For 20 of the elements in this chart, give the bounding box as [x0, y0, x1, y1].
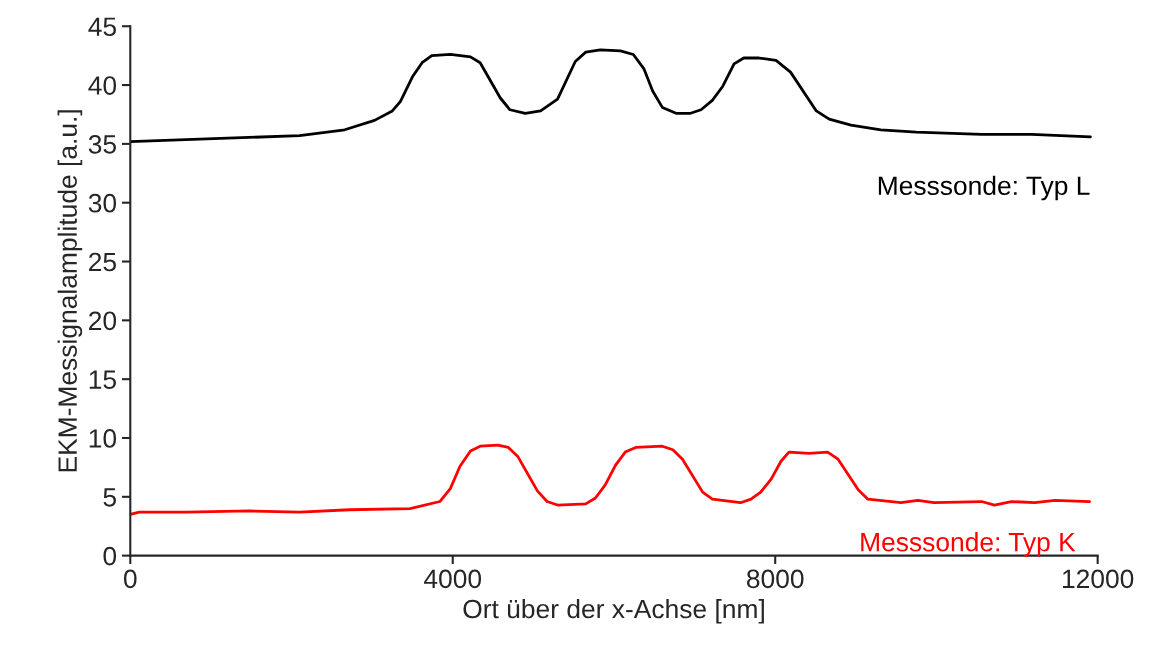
x-tick-label: 12000	[1062, 569, 1134, 589]
x-tick-label: 4000	[424, 569, 482, 589]
y-tick-label: 45	[88, 17, 116, 37]
y-tick-label: 10	[89, 429, 117, 448]
y-tick-label: 40	[88, 76, 117, 95]
x-tick-label: 0	[123, 569, 137, 589]
y-tick-label: 5	[103, 488, 116, 507]
y-axis-title: EKM-Messignalamplitude [a.u.]	[57, 110, 83, 472]
y-tick-label: 35	[88, 135, 116, 154]
y-tick-label: 15	[89, 370, 116, 389]
y-tick-label: 30	[88, 193, 117, 213]
y-tick-label: 0	[103, 546, 117, 566]
series-label: Messsonde: Typ L	[878, 175, 1090, 201]
x-axis-title: Ort über der x-Achse [nm]	[463, 598, 764, 624]
y-tick-label: 25	[89, 252, 116, 272]
y-tick-label: 20	[89, 311, 117, 331]
series-label: Messsonde: Typ K	[861, 532, 1076, 557]
line-series	[130, 443, 1091, 516]
line-series	[130, 48, 1092, 143]
x-tick-label: 8000	[747, 569, 804, 589]
